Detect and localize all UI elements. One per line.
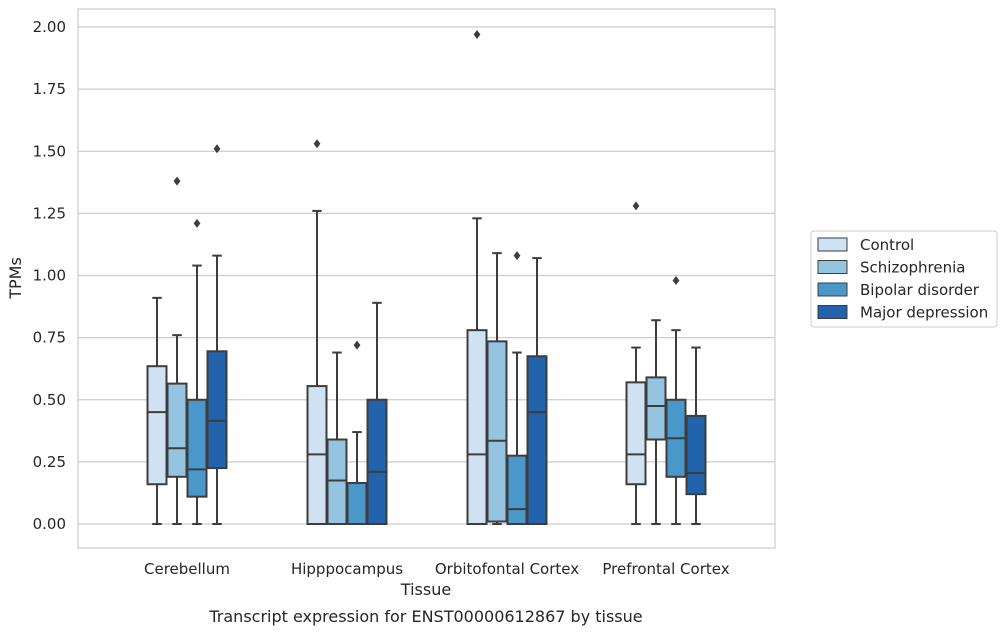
y-tick-labels: 0.00 0.25 0.50 0.75 1.00 1.25 1.50 1.75 2.00	[33, 18, 66, 533]
box-body	[486, 340, 508, 523]
legend-frame	[810, 230, 998, 328]
y-axis-label: TPMs	[6, 257, 25, 300]
y-tick-label: 1.75	[33, 80, 66, 98]
box-body	[366, 398, 388, 525]
box-body	[625, 381, 647, 486]
box-body	[506, 454, 528, 526]
box-control	[466, 29, 488, 526]
box-bipolar-disorder	[186, 218, 208, 525]
y-tick-label: 1.25	[33, 204, 66, 222]
box-schizophrenia	[326, 351, 348, 526]
plot-frame	[77, 8, 776, 549]
legend-swatch	[817, 237, 848, 252]
legend-swatch	[817, 260, 848, 274]
box-major-depression	[685, 346, 707, 525]
box-bipolar-disorder	[665, 275, 687, 525]
y-tick-label: 1.00	[33, 267, 66, 285]
legend-label: Bipolar disorder	[860, 281, 980, 299]
outlier-point	[473, 29, 481, 39]
box-body	[526, 355, 548, 526]
legend-swatch	[817, 282, 848, 297]
box-body	[346, 481, 368, 525]
outlier-point	[632, 201, 640, 211]
outlier-point	[353, 340, 361, 350]
chart-caption: Transcript expression for ENST0000061286…	[208, 607, 642, 626]
x-tick-label: Cerebellum	[144, 560, 230, 578]
box-control	[625, 201, 647, 525]
box-major-depression	[366, 301, 388, 525]
box-bipolar-disorder	[346, 340, 368, 525]
y-tick-label: 1.50	[33, 142, 66, 160]
x-tick-label: Orbitofontal Cortex	[435, 560, 579, 578]
box-body	[166, 382, 188, 478]
legend-label: Control	[860, 236, 914, 254]
box-body	[466, 329, 488, 526]
boxes	[146, 29, 707, 526]
x-tick-label: Prefrontal Cortex	[602, 560, 729, 578]
box-major-depression	[526, 257, 548, 526]
legend-swatch	[817, 305, 848, 319]
outlier-point	[672, 275, 680, 285]
legend-label: Major depression	[860, 304, 988, 322]
box-control	[306, 139, 328, 525]
box-body	[685, 414, 707, 496]
box-body	[146, 365, 168, 486]
box-schizophrenia	[486, 252, 508, 525]
outlier-point	[213, 144, 221, 154]
legend-label: Schizophrenia	[860, 259, 965, 277]
box-body	[186, 398, 208, 498]
x-axis-label: Tissue	[400, 580, 451, 599]
legend: Control Schizophrenia Bipolar disorder Majo…	[810, 230, 998, 328]
y-tick-label: 0.75	[33, 329, 66, 347]
y-tick-label: 0.50	[33, 391, 66, 409]
y-tick-label: 2.00	[33, 18, 66, 36]
y-tick-label: 0.25	[33, 453, 66, 471]
box-bipolar-disorder	[506, 251, 528, 526]
outlier-point	[513, 251, 521, 261]
outlier-point	[313, 139, 321, 149]
x-tick-labels: Cerebellum Hipppocampus Orbitofontal Corte…	[144, 560, 730, 578]
outlier-point	[173, 176, 181, 186]
outlier-point	[193, 218, 201, 228]
box-body	[645, 376, 667, 441]
x-tick-label: Hipppocampus	[291, 560, 403, 578]
box-body	[326, 438, 348, 526]
box-schizophrenia	[166, 176, 188, 525]
box-major-depression	[206, 144, 228, 525]
box-schizophrenia	[645, 319, 667, 525]
y-tick-label: 0.00	[33, 515, 66, 533]
box-control	[146, 296, 168, 525]
box-body	[206, 350, 228, 470]
